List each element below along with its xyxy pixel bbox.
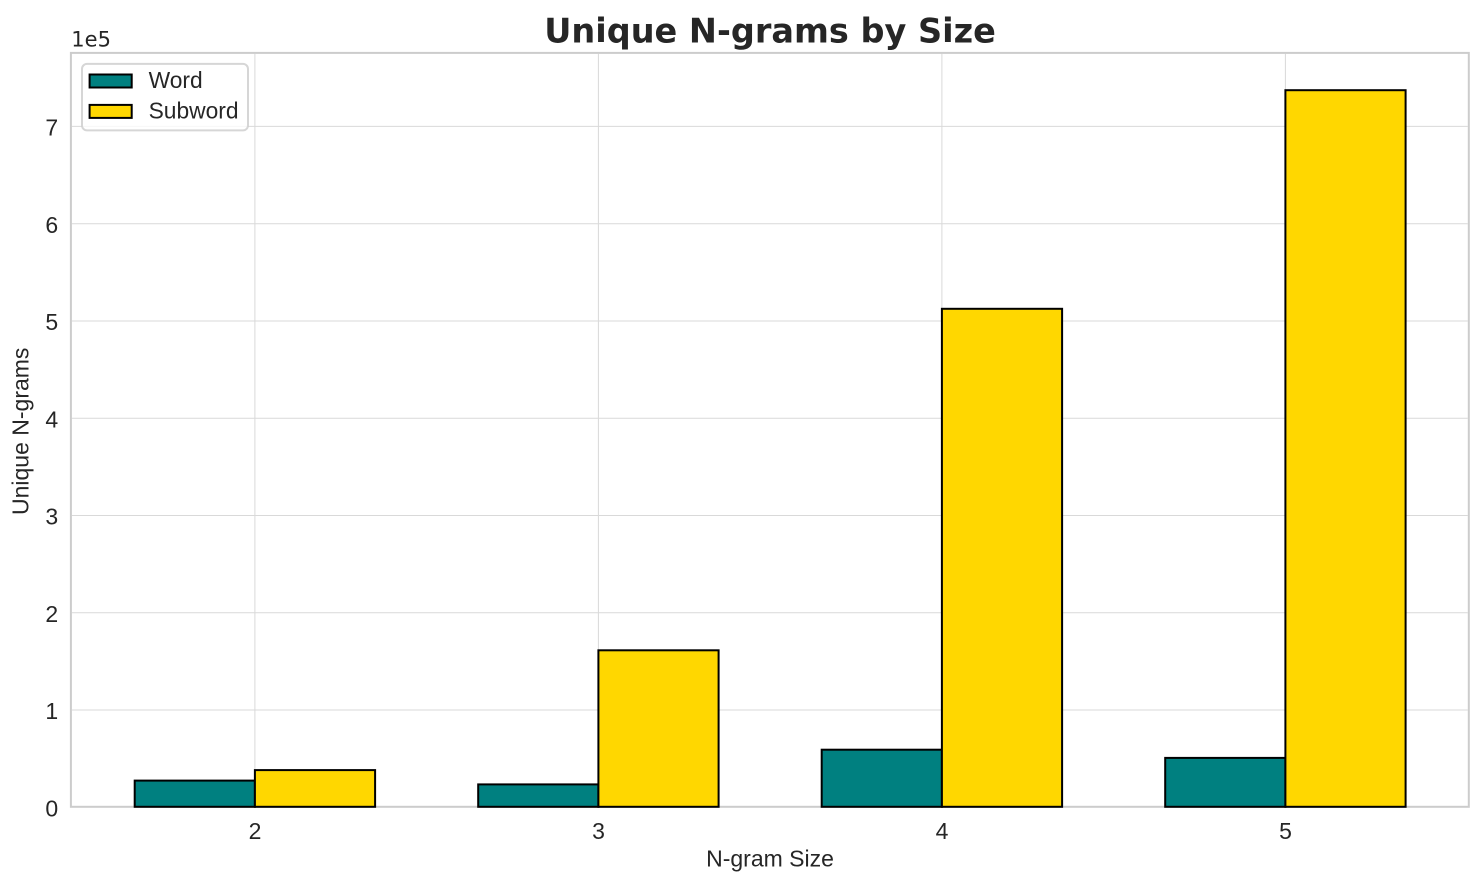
svg-text:Unique N-grams: Unique N-grams <box>7 348 33 515</box>
svg-text:4: 4 <box>936 818 949 844</box>
svg-text:3: 3 <box>592 818 605 844</box>
svg-text:1e5: 1e5 <box>71 28 111 52</box>
svg-text:6: 6 <box>45 212 58 238</box>
svg-text:5: 5 <box>1279 818 1292 844</box>
svg-text:4: 4 <box>45 406 58 432</box>
svg-text:Unique N-grams by Size: Unique N-grams by Size <box>544 11 996 50</box>
svg-text:0: 0 <box>45 795 58 821</box>
svg-text:1: 1 <box>45 698 58 724</box>
svg-text:Subword: Subword <box>149 98 239 124</box>
svg-text:2: 2 <box>45 601 58 627</box>
svg-text:5: 5 <box>45 309 58 335</box>
svg-text:Word: Word <box>149 67 203 93</box>
svg-text:3: 3 <box>45 504 58 530</box>
svg-text:7: 7 <box>45 115 58 141</box>
svg-text:N-gram Size: N-gram Size <box>706 846 834 872</box>
svg-text:2: 2 <box>249 818 262 844</box>
